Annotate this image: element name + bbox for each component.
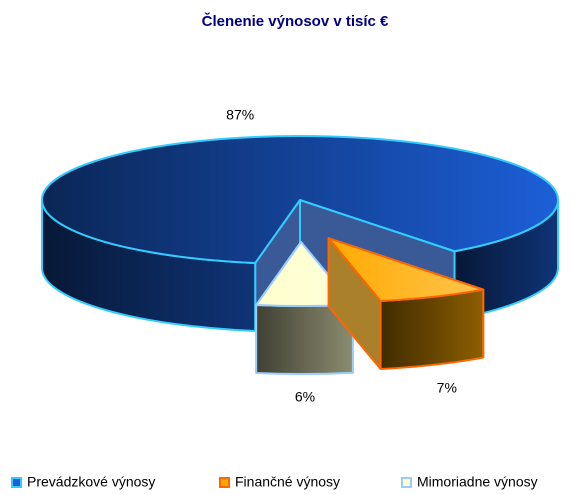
legend-swatch	[219, 477, 230, 488]
legend-swatch	[11, 477, 22, 488]
chart-title: Členenie výnosov v tisíc €	[202, 12, 389, 30]
data-label: 6%	[295, 389, 315, 405]
slice-side	[379, 288, 485, 370]
legend-label: Prevádzkové výnosy	[27, 474, 155, 490]
legend-label: Finančné výnosy	[235, 474, 340, 490]
data-label: 7%	[437, 379, 457, 395]
data-label: 87%	[226, 106, 254, 122]
legend-swatch	[401, 477, 412, 488]
slice-top	[41, 135, 560, 265]
legend-label: Mimoriadne výnosy	[417, 474, 538, 490]
slice-top	[327, 237, 485, 302]
